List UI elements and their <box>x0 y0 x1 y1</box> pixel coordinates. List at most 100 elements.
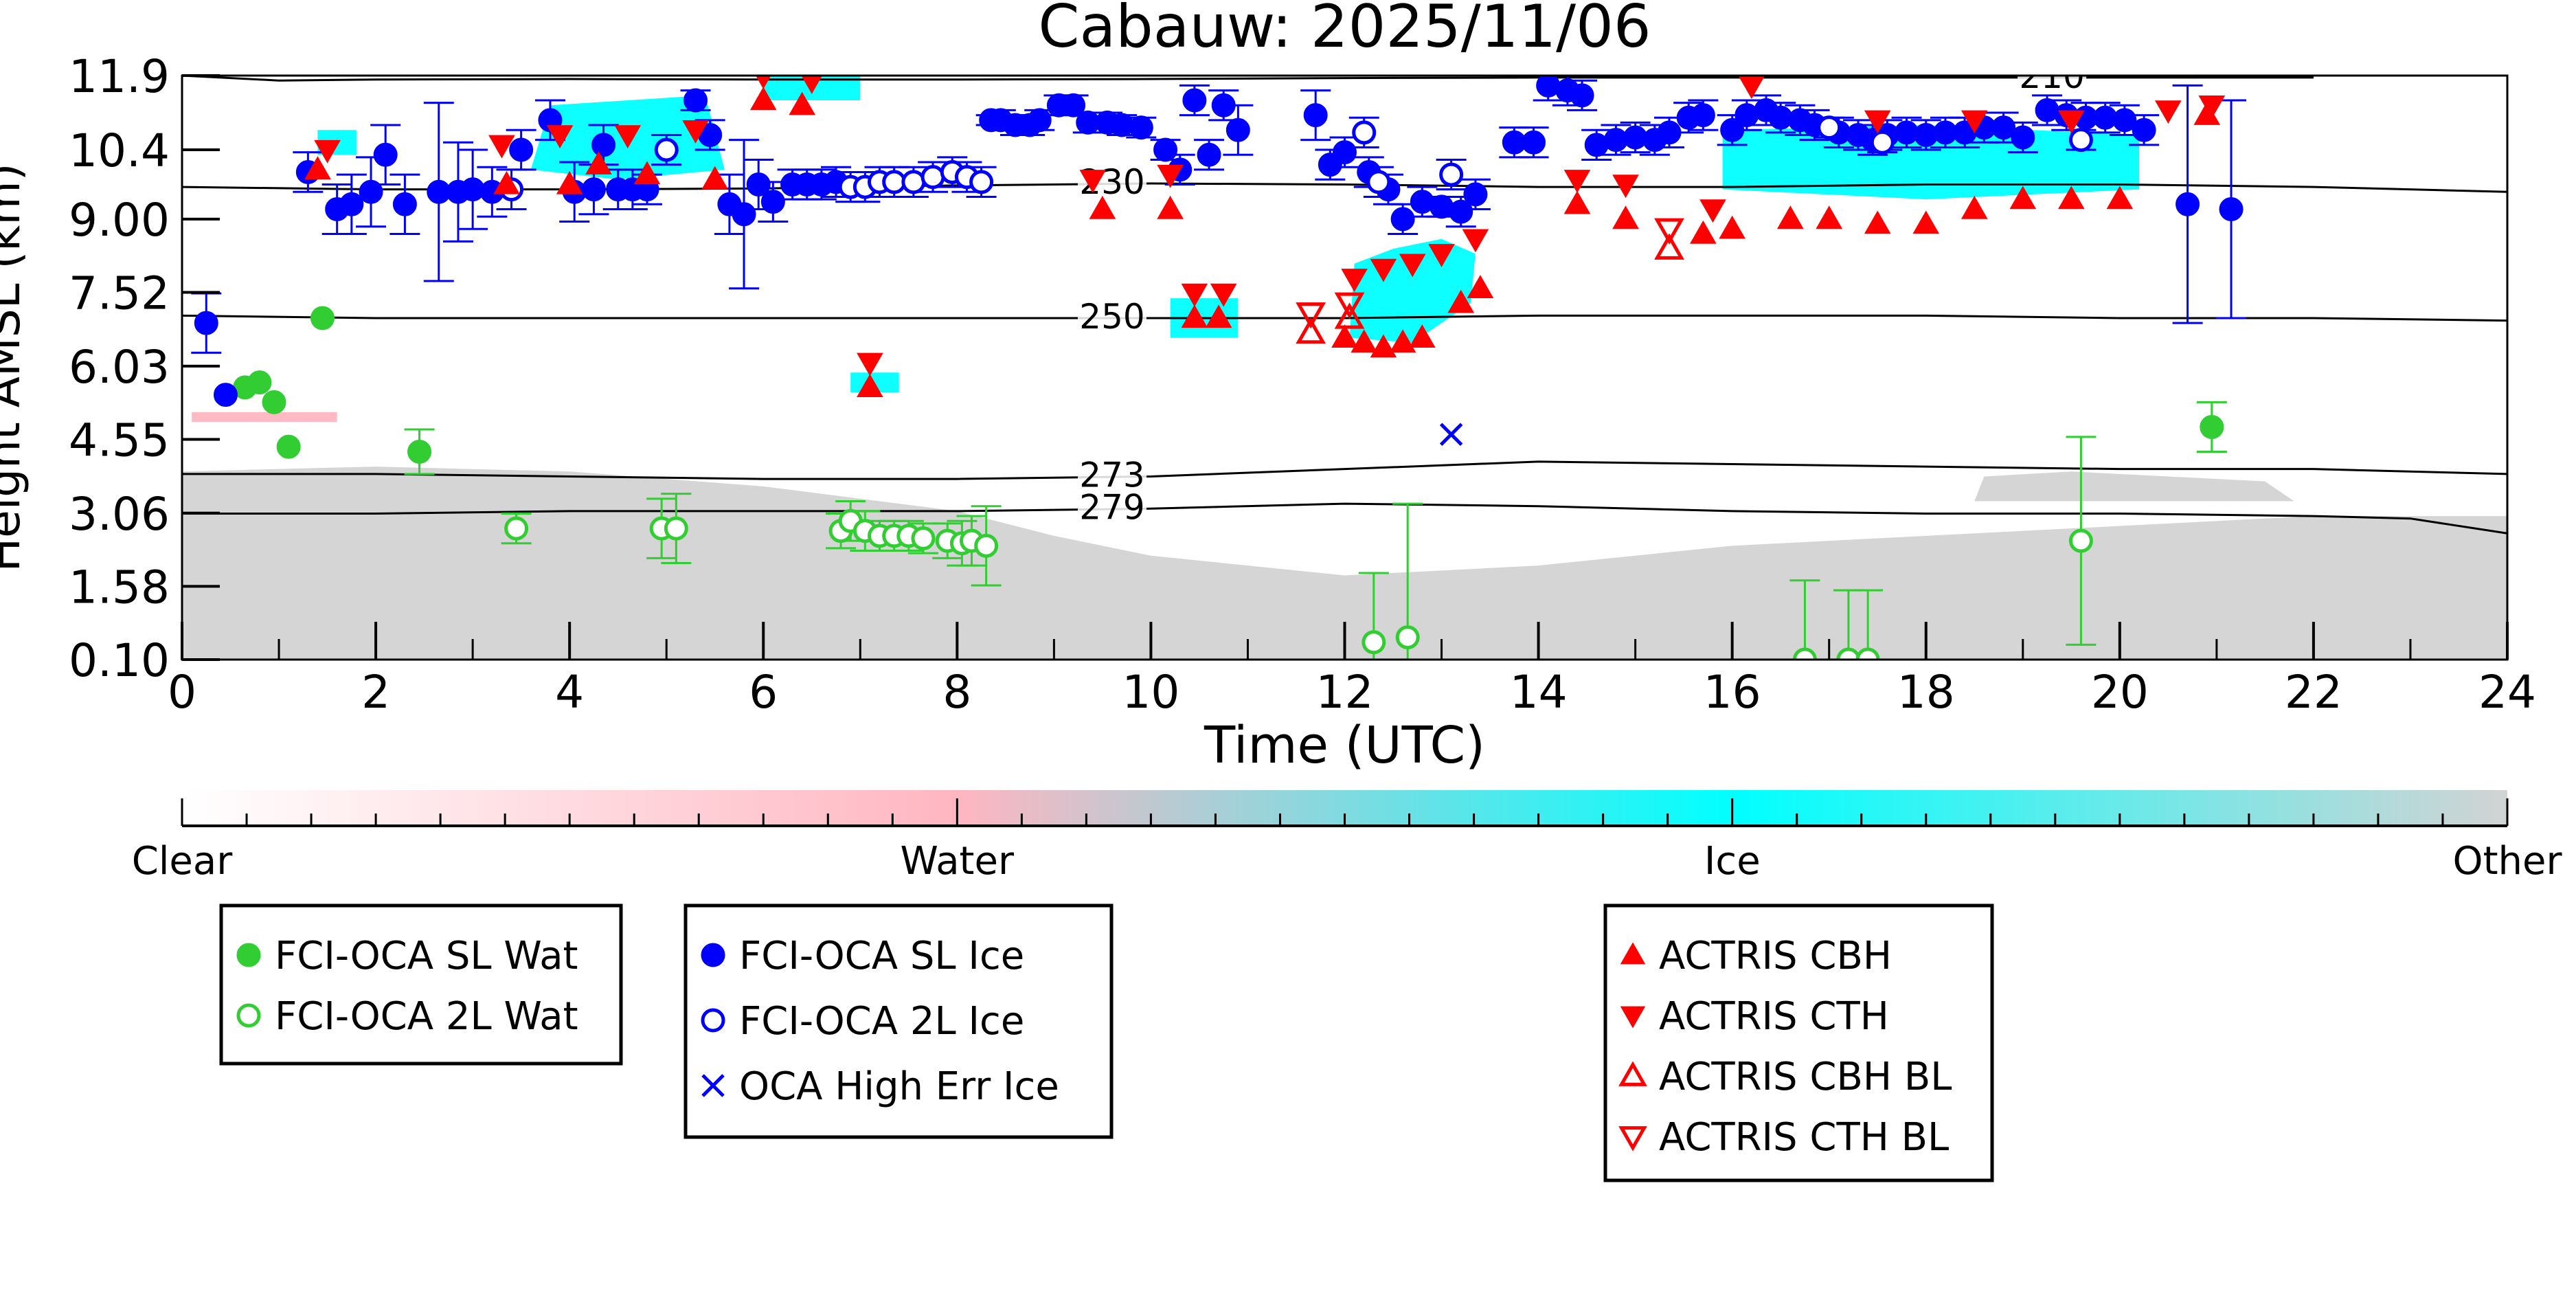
point-fci-oca-sl-ice <box>2132 117 2156 142</box>
point-fci-oca-sl-ice <box>760 190 785 214</box>
point-actris-cbh <box>1389 329 1416 353</box>
point-actris-cbh <box>304 156 331 180</box>
point-actris-cth <box>1210 283 1237 307</box>
point-fci-oca-sl-ice <box>1991 115 2016 140</box>
point-fci-oca-sl-wat <box>407 439 432 464</box>
point-fci-oca-sl-ice <box>1182 88 1207 113</box>
point-fci-oca-sl-ice <box>1570 83 1594 108</box>
point-actris-cth <box>488 135 515 159</box>
contour-label-bg-250 <box>1078 297 1146 330</box>
contour-line-279 <box>182 502 2507 535</box>
point-actris-cbh <box>1370 334 1397 358</box>
point-actris-cth <box>756 76 771 89</box>
point-fci-oca-sl-ice <box>1584 133 1609 157</box>
point-actris-cth <box>1961 110 1988 134</box>
point-actris-cbh-bl <box>1296 317 1326 344</box>
point-fci-oca-sl-ice <box>427 179 451 204</box>
point-fci-oca-sl-wat <box>276 434 301 459</box>
point-actris-cbh <box>585 151 612 175</box>
point-fci-oca-sl-ice <box>392 192 417 216</box>
point-actris-cth <box>2057 110 2085 134</box>
legend-label: ACTRIS CBH BL <box>1659 1055 1952 1099</box>
point-actris-cbh <box>701 166 729 190</box>
point-actris-cth <box>1428 244 1455 267</box>
x-tick-label: 6 <box>749 666 778 719</box>
point-actris-cbh <box>1719 215 1745 239</box>
point-fci-oca-2l-ice <box>1439 162 1464 187</box>
point-fci-oca-sl-ice <box>1735 103 1759 128</box>
x-tick-label: 16 <box>1704 666 1761 719</box>
y-tick-label: 11.9 <box>69 50 170 103</box>
contour-label-250: 250 <box>1079 297 1144 337</box>
x-tick-label: 24 <box>2478 666 2536 719</box>
legend-label: FCI-OCA 2L Wat <box>275 994 578 1039</box>
legend-label: FCI-OCA 2L Ice <box>739 999 1024 1044</box>
point-fci-oca-sl-ice <box>1027 108 1052 133</box>
point-fci-oca-2l-ice <box>901 170 926 194</box>
point-actris-cth <box>1399 254 1426 278</box>
point-fci-oca-2l-ice <box>882 170 907 194</box>
point-actris-cbh <box>789 91 815 115</box>
region-other-1 <box>1974 471 2294 502</box>
point-actris-cth <box>2198 96 2226 119</box>
point-oca-high-err-ice <box>1439 423 1463 447</box>
y-tick-label: 9.00 <box>69 194 170 247</box>
point-fci-oca-sl-ice <box>2112 108 2137 133</box>
point-actris-cbh <box>1612 205 1639 229</box>
chart-title: Cabauw: 2025/11/06 <box>1038 0 1651 61</box>
point-actris-cbh <box>556 170 583 194</box>
contour-line-210 <box>182 76 2314 82</box>
point-fci-oca-sl-wat <box>233 375 258 400</box>
point-actris-cth-bl <box>1654 218 1684 245</box>
point-actris-cbh <box>1776 205 1804 229</box>
point-fci-oca-2l-wat <box>974 533 999 558</box>
point-fci-oca-2l-ice <box>1817 115 1842 140</box>
point-fci-oca-sl-ice <box>1225 117 1250 142</box>
point-fci-oca-sl-ice <box>1129 115 1153 140</box>
point-fci-oca-sl-ice <box>1061 93 1086 117</box>
point-actris-cbh <box>857 374 883 398</box>
point-fci-oca-2l-ice <box>1366 170 1391 194</box>
contour-label-bg-279 <box>1078 488 1146 521</box>
point-fci-oca-sl-ice <box>1603 128 1628 153</box>
x-axis-label: Time (UTC) <box>1204 716 1485 775</box>
point-fci-oca-sl-ice <box>746 172 771 197</box>
point-fci-oca-sl-ice <box>683 88 708 113</box>
point-actris-cbh <box>633 161 661 185</box>
point-fci-oca-2l-wat <box>1855 647 1880 660</box>
point-fci-oca-sl-ice <box>509 137 534 162</box>
point-actris-cbh <box>1331 324 1358 348</box>
point-fci-oca-sl-ice <box>1536 76 1561 98</box>
point-fci-oca-sl-ice <box>732 202 756 227</box>
y-tick-label: 0.10 <box>69 634 170 687</box>
legend-label: ACTRIS CTH BL <box>1659 1115 1949 1160</box>
errorbar-fci-oca-2l-wat <box>1853 589 1884 660</box>
point-fci-oca-sl-ice <box>1895 120 1919 145</box>
contour-line-250 <box>182 314 2507 322</box>
point-fci-oca-2l-ice <box>1870 130 1895 155</box>
y-tick-label: 3.06 <box>69 488 170 541</box>
colorbar-label-clear: Clear <box>132 839 233 884</box>
point-actris-cth <box>1157 164 1184 188</box>
point-fci-oca-2l-ice <box>920 165 945 190</box>
point-actris-cth <box>1341 269 1368 292</box>
point-fci-oca-sl-ice <box>194 311 218 335</box>
y-tick-label: 10.4 <box>69 124 170 177</box>
legend-marker-oca-high-err-ice <box>701 1074 725 1097</box>
point-fci-oca-sl-ice <box>1502 130 1526 155</box>
y-tick-label: 7.52 <box>69 267 170 320</box>
point-actris-cth <box>1612 175 1639 199</box>
point-fci-oca-sl-ice <box>1211 93 1236 117</box>
point-fci-oca-sl-wat <box>262 390 286 414</box>
region-water-2 <box>192 412 337 423</box>
point-actris-cth <box>2155 100 2182 124</box>
point-actris-cth <box>1699 199 1726 223</box>
point-fci-oca-sl-ice <box>339 192 364 216</box>
legend-label: ACTRIS CTH <box>1659 994 1889 1039</box>
point-actris-cth <box>857 352 883 377</box>
legend-label: OCA High Err Ice <box>739 1064 1059 1109</box>
legend-box-0 <box>219 903 623 1066</box>
point-actris-cbh <box>2009 186 2037 210</box>
legend-label: FCI-OCA SL Ice <box>739 934 1024 978</box>
